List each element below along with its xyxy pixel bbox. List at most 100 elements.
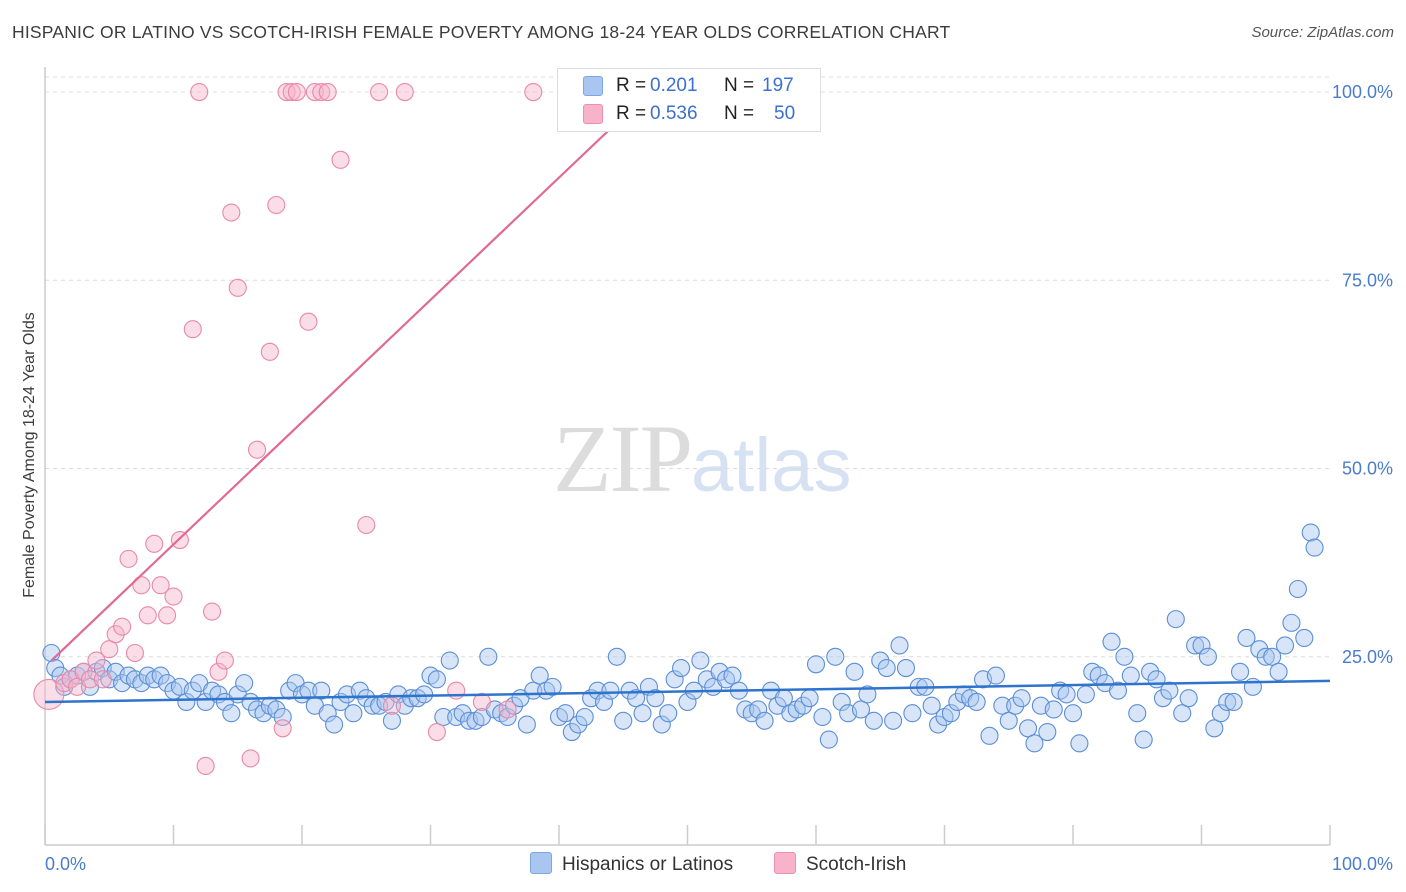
data-point-hispanics [1108, 681, 1128, 700]
x-tick-label: 100.0% [1332, 854, 1393, 874]
data-point-hispanics [1224, 692, 1243, 711]
data-point-hispanics [1305, 538, 1324, 557]
data-point-scotch-irish [138, 606, 157, 625]
data-point-scotch-irish [498, 700, 517, 719]
data-point-hispanics [299, 681, 318, 700]
data-point-hispanics [723, 666, 742, 685]
x-tick-label: 0.0% [45, 854, 86, 874]
data-point-scotch-irish [357, 515, 376, 535]
bottom-legend-swatch [530, 852, 552, 874]
legend-swatch-scotch-irish [583, 104, 603, 124]
data-point-hispanics [1173, 704, 1192, 723]
data-point-hispanics [1102, 632, 1121, 651]
data-point-hispanics [903, 704, 922, 723]
data-point-scotch-irish [80, 670, 100, 689]
data-point-hispanics [806, 655, 826, 674]
data-point-hispanics [267, 700, 286, 719]
bottom-legend-label: Hispanics or Latinos [562, 854, 734, 875]
data-point-scotch-irish [100, 640, 119, 659]
trend-line-scotch-irish [50, 91, 650, 662]
data-point-hispanics [479, 647, 498, 666]
data-point-scotch-irish [282, 83, 301, 102]
data-point-scotch-irish [287, 83, 306, 102]
data-point-hispanics [318, 704, 337, 723]
data-point-hispanics [864, 711, 883, 730]
data-point-hispanics [222, 704, 241, 723]
series-scotch-irish-points [33, 83, 543, 775]
data-point-hispanics [884, 711, 903, 730]
data-point-hispanics [1121, 666, 1140, 685]
data-point-scotch-irish [247, 440, 267, 459]
legend-n-label: N = [724, 75, 755, 96]
data-point-hispanics [1063, 704, 1083, 723]
data-point-scotch-irish [241, 749, 260, 768]
data-point-scotch-irish [125, 643, 144, 663]
data-point-scotch-irish [222, 203, 241, 222]
data-point-hispanics [1025, 734, 1044, 753]
legend-n-value: 50 [774, 103, 796, 124]
data-point-hispanics [999, 711, 1018, 730]
data-point-hispanics [819, 730, 838, 749]
data-point-hispanics [151, 666, 170, 685]
data-point-scotch-irish [382, 696, 402, 715]
data-point-scotch-irish [273, 719, 292, 738]
data-point-scotch-irish [119, 549, 138, 568]
data-point-hispanics [1153, 689, 1172, 708]
data-point-scotch-irish [331, 150, 350, 169]
axes [44, 67, 1331, 846]
data-point-hispanics [993, 696, 1012, 715]
data-point-hispanics [1038, 723, 1057, 742]
data-point-hispanics [1166, 610, 1185, 629]
data-point-scotch-irish [395, 83, 414, 102]
data-point-hispanics [42, 643, 61, 663]
data-point-scotch-irish [190, 83, 209, 102]
legend-r-value: 0.201 [650, 75, 698, 96]
y-tick-label: 50.0% [1342, 459, 1393, 479]
data-point-hispanics [1115, 647, 1134, 666]
data-point-hispanics [601, 681, 620, 700]
data-point-scotch-irish [170, 531, 189, 550]
data-point-hispanics [871, 651, 890, 670]
data-point-scotch-irish [267, 195, 286, 215]
data-point-hispanics [177, 692, 196, 711]
data-point-hispanics [620, 681, 639, 700]
data-point-hispanics [1186, 636, 1205, 655]
data-point-hispanics [691, 651, 710, 670]
data-point-hispanics [575, 707, 594, 727]
data-point-hispanics [427, 670, 446, 689]
trend-lines [44, 91, 1331, 704]
bottom-legend-swatch [774, 852, 796, 874]
data-point-scotch-irish [106, 625, 125, 644]
data-point-hispanics [929, 715, 948, 734]
data-point-scotch-irish [164, 587, 183, 606]
data-point-hispanics [678, 692, 697, 711]
data-point-hispanics [607, 647, 626, 666]
y-tick-label: 100.0% [1332, 82, 1393, 102]
data-point-scotch-irish [93, 670, 112, 689]
data-point-scotch-irish [305, 83, 324, 102]
data-point-hispanics [1018, 719, 1038, 738]
data-point-hispanics [890, 636, 909, 655]
data-point-scotch-irish [277, 83, 296, 102]
data-point-hispanics [1012, 689, 1031, 708]
data-point-scotch-irish [151, 576, 170, 595]
data-point-hispanics [530, 666, 549, 685]
data-point-scotch-irish [158, 606, 177, 625]
data-point-scotch-irish [209, 662, 228, 681]
data-point-hispanics [569, 715, 588, 734]
data-point-scotch-irish [132, 576, 151, 595]
data-point-scotch-irish [203, 602, 222, 621]
data-point-hispanics [1070, 734, 1089, 753]
data-point-hispanics [627, 689, 646, 708]
data-point-hispanics [813, 707, 832, 727]
data-point-hispanics [877, 659, 896, 678]
legend-r-label: R = [616, 75, 647, 96]
data-point-hispanics [1141, 662, 1160, 681]
data-point-hispanics [633, 704, 652, 723]
data-point-hispanics [235, 674, 254, 693]
data-point-hispanics [1218, 692, 1237, 711]
data-point-hispanics [312, 681, 331, 700]
data-point-scotch-irish [74, 662, 93, 681]
data-point-scotch-irish [183, 320, 202, 339]
